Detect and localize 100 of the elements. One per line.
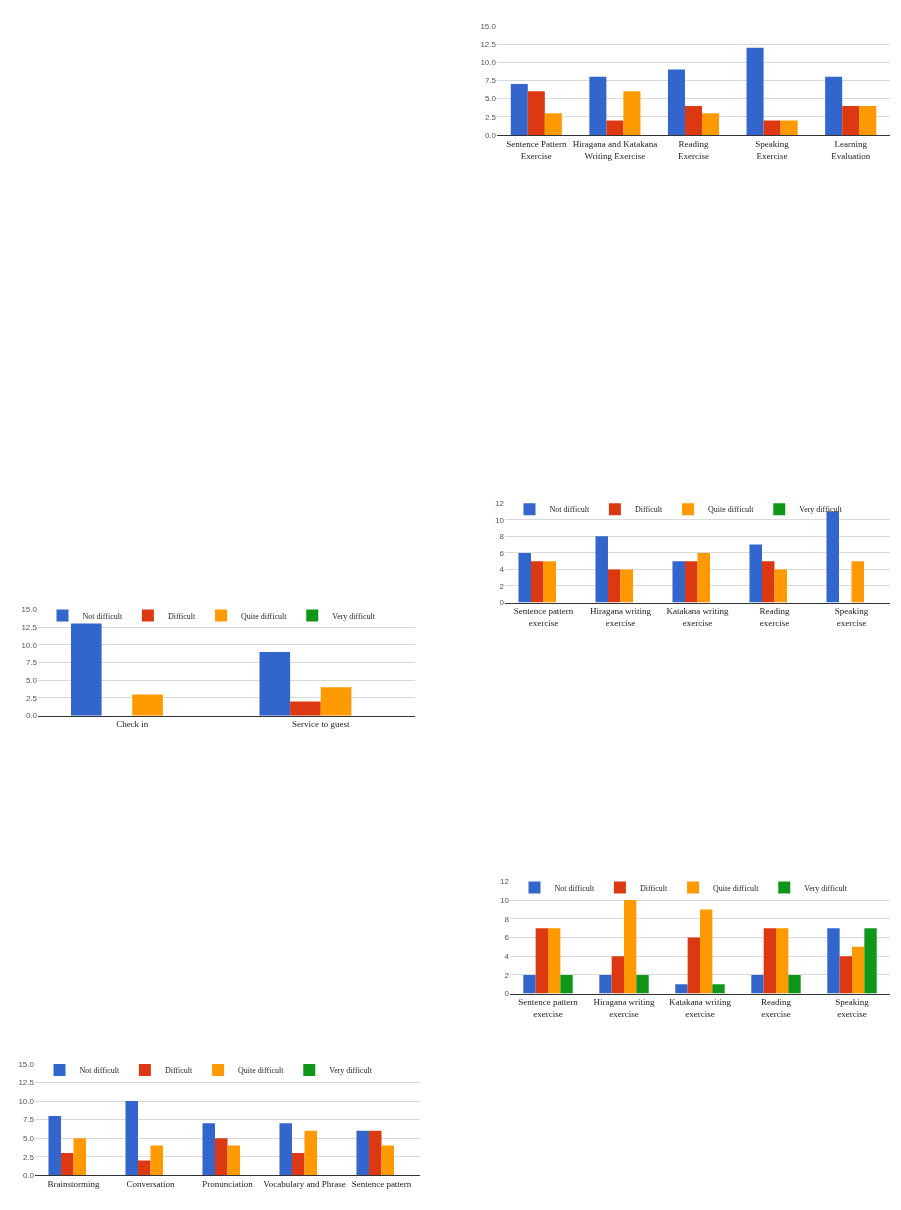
- bar: [751, 974, 764, 994]
- bar: [702, 113, 720, 136]
- legend-label: Quite difficult: [713, 883, 760, 893]
- y-tick-label: 15.0: [21, 605, 38, 615]
- x-tick-label: Sentence pattern exercise: [518, 997, 579, 1020]
- bar: [73, 1138, 87, 1176]
- bar: [535, 928, 548, 994]
- bar: [623, 91, 641, 136]
- legend-label: Difficult: [639, 883, 669, 893]
- bar: [636, 974, 649, 994]
- bar: [132, 694, 163, 716]
- bar: [672, 561, 685, 603]
- y-tick-label: 10: [495, 515, 505, 525]
- bar: [589, 76, 607, 136]
- bar: [137, 1160, 151, 1176]
- y-tick-label: 4: [504, 951, 510, 961]
- x-tick-label: Brainstorming: [47, 1179, 100, 1190]
- x-tick-label: Reading Exercise: [678, 138, 709, 161]
- y-tick-label: 12.5: [18, 1078, 35, 1088]
- x-tick-label: Katakana writing exercise: [666, 606, 730, 629]
- legend-label: Difficult: [164, 1066, 194, 1076]
- bar: [70, 623, 102, 716]
- y-tick-label: 12.5: [21, 622, 38, 632]
- bar: [788, 974, 801, 994]
- bar: [839, 956, 852, 994]
- bar: [599, 974, 612, 994]
- y-tick-label: 7.5: [22, 1115, 35, 1125]
- legend-label: Quite difficult: [241, 611, 288, 621]
- bar: [356, 1130, 369, 1176]
- y-tick-label: 5.0: [22, 1133, 35, 1143]
- bar: [530, 561, 544, 603]
- bar: [560, 974, 573, 994]
- bar: [518, 552, 531, 603]
- bar: [125, 1101, 138, 1176]
- x-tick-label: Sentence pattern exercise: [513, 606, 574, 629]
- y-tick-label: 10: [500, 895, 510, 905]
- x-tick-label: Service to guest: [292, 719, 350, 730]
- bar: [620, 569, 634, 603]
- legend-label: Not difficult: [82, 611, 123, 621]
- y-tick-label: 0: [504, 989, 510, 999]
- x-tick-label: Conversation: [126, 1179, 175, 1190]
- y-tick-label: 5.0: [484, 94, 497, 104]
- bar: [150, 1145, 164, 1176]
- x-tick-label: Pronunciation: [202, 1179, 254, 1190]
- y-tick-label: 6: [499, 548, 505, 558]
- bar: [780, 120, 798, 136]
- bar: [279, 1123, 292, 1176]
- y-tick-label: 7.5: [484, 76, 497, 86]
- bar: [214, 1138, 228, 1176]
- bar: [510, 84, 528, 136]
- bar: [776, 928, 789, 994]
- bar: [684, 561, 698, 603]
- y-tick-label: 0: [499, 598, 505, 608]
- bar: [544, 113, 562, 136]
- bar: [606, 120, 624, 136]
- bar: [687, 937, 700, 994]
- bar: [227, 1145, 241, 1176]
- legend-label: Not difficult: [554, 883, 595, 893]
- bar: [761, 561, 775, 603]
- x-tick-label: Sentence Pattern Exercise: [506, 138, 567, 161]
- x-tick-label: Hiragana and Katakana Writing Exercise: [572, 138, 658, 161]
- x-tick-label: Speaking exercise: [835, 997, 870, 1020]
- bar: [259, 651, 291, 716]
- legend-label: Very difficult: [799, 505, 843, 515]
- bar: [543, 561, 557, 603]
- bar: [320, 687, 352, 716]
- bar: [202, 1123, 215, 1176]
- bar: [381, 1145, 395, 1176]
- y-tick-label: 6: [504, 933, 510, 943]
- y-tick-label: 10.0: [480, 58, 497, 68]
- legend-label: Difficult: [167, 611, 197, 621]
- legend-label: Not difficult: [549, 505, 590, 515]
- y-tick-label: 12.5: [480, 39, 497, 49]
- bar: [763, 928, 776, 994]
- y-tick-label: 2: [504, 970, 510, 980]
- bar: [859, 105, 877, 136]
- x-tick-label: Katakana writing exercise: [668, 997, 732, 1020]
- x-tick-label: Vocabulary and Phrase: [263, 1179, 346, 1190]
- bar: [368, 1130, 382, 1176]
- legend-label: Very difficult: [332, 611, 376, 621]
- y-tick-label: 0.0: [22, 1171, 35, 1181]
- legend-label: Difficult: [634, 505, 664, 515]
- y-tick-label: 10.0: [21, 640, 38, 650]
- legend-label: Quite difficult: [708, 505, 755, 515]
- bar: [290, 701, 321, 716]
- y-tick-label: 2: [499, 581, 505, 591]
- bar: [523, 974, 536, 994]
- bar: [595, 536, 608, 603]
- bar: [675, 984, 688, 994]
- bar: [697, 552, 711, 603]
- x-tick-label: Reading exercise: [759, 606, 790, 629]
- y-tick-label: 10.0: [18, 1096, 35, 1106]
- bar: [607, 569, 621, 603]
- y-tick-label: 15.0: [18, 1059, 35, 1069]
- legend-label: Very difficult: [329, 1066, 373, 1076]
- bar: [291, 1152, 305, 1176]
- y-tick-label: 2.5: [22, 1152, 35, 1162]
- legend-label: Not difficult: [79, 1066, 120, 1076]
- bar: [825, 76, 843, 136]
- y-tick-label: 2.5: [484, 112, 497, 122]
